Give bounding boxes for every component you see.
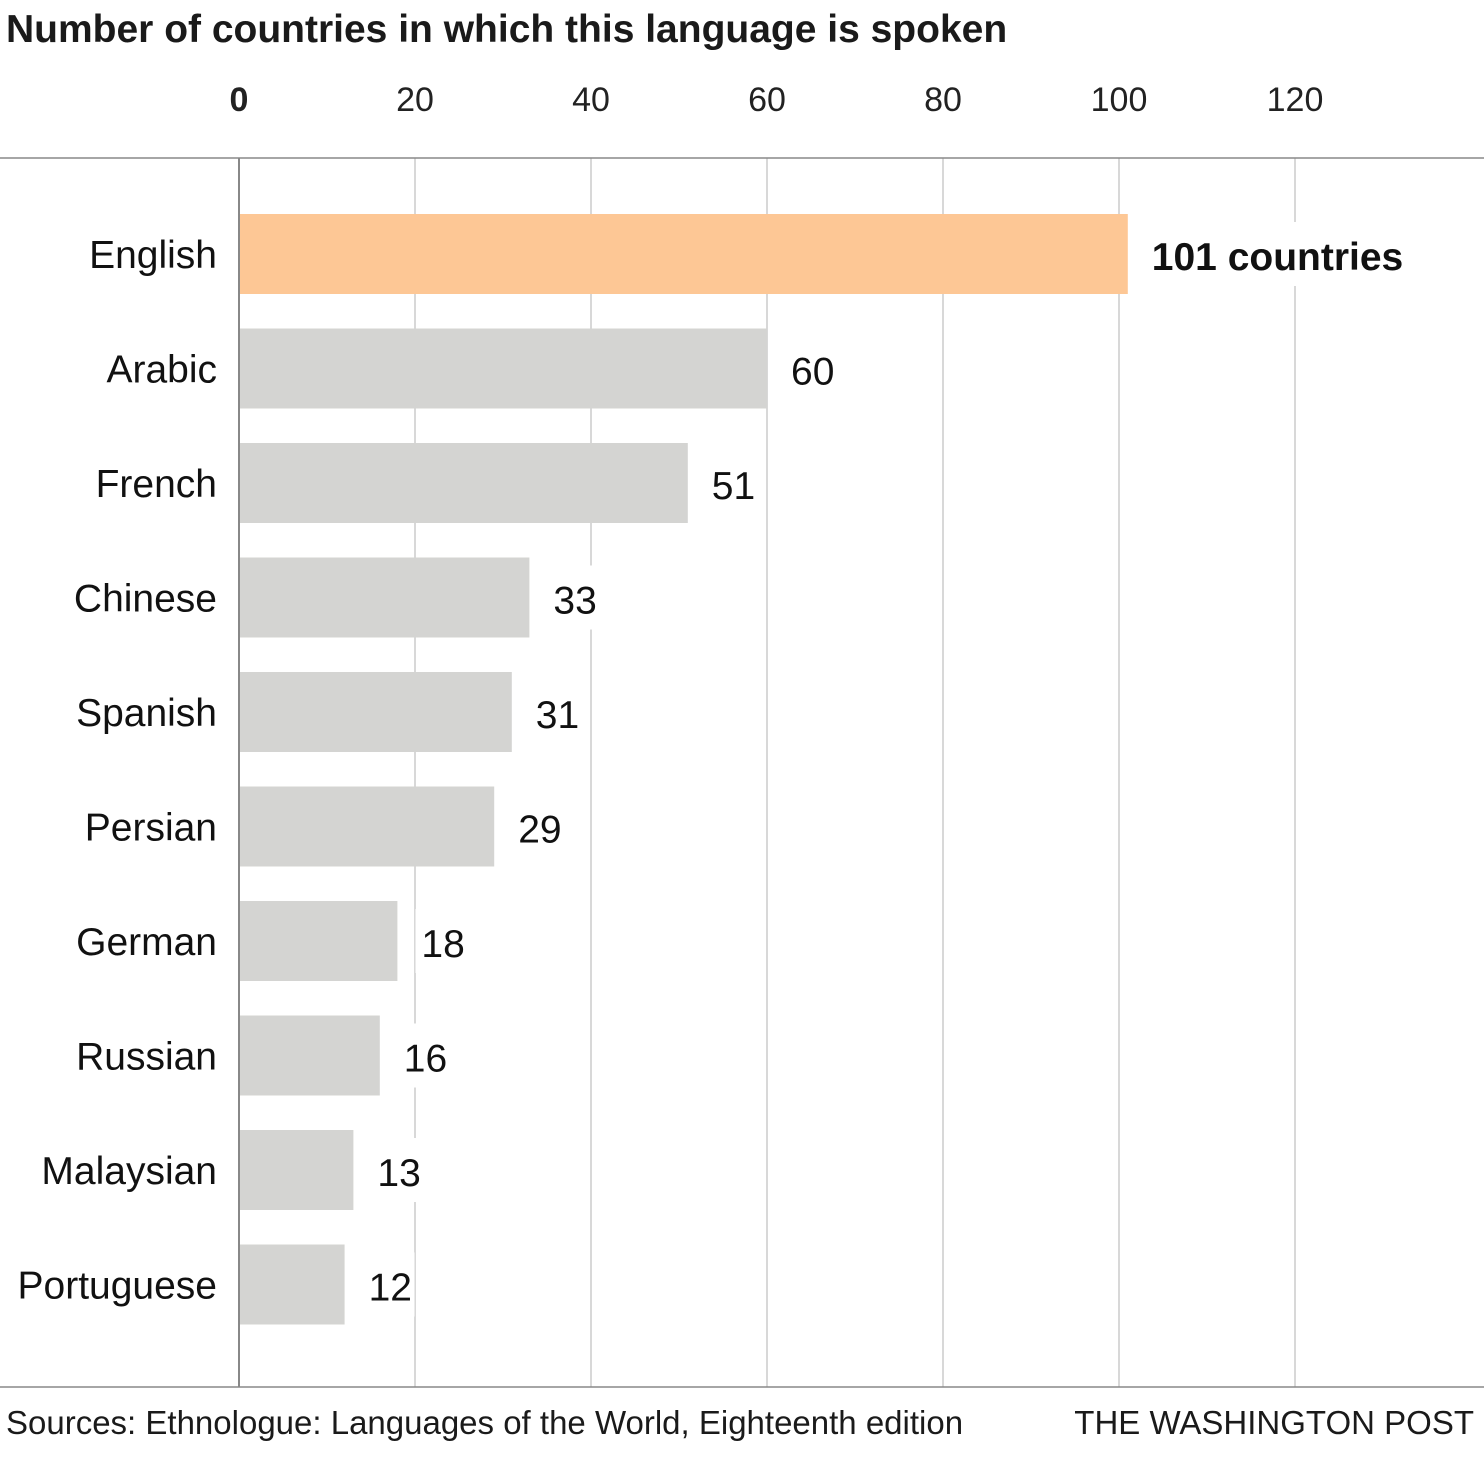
- x-tick-label: 40: [572, 81, 610, 119]
- category-label: Arabic: [106, 349, 217, 392]
- bar-arabic: [239, 328, 767, 409]
- bar-english: [239, 214, 1128, 294]
- footer: Sources: Ethnologue: Languages of the Wo…: [6, 1404, 1474, 1442]
- x-tick-label: 20: [396, 81, 434, 119]
- x-axis-ticks: 0 20 40 60 80 100 120: [230, 81, 1324, 119]
- value-label-backing: [362, 1252, 415, 1317]
- value-label-english: 101 countries: [1152, 236, 1403, 279]
- value-label-backing: [397, 1023, 450, 1088]
- x-tick-label: 60: [748, 81, 786, 119]
- x-tick-label: 120: [1267, 81, 1324, 119]
- category-label: Russian: [76, 1036, 217, 1079]
- category-label: Portuguese: [18, 1265, 217, 1308]
- value-label-backing: [1145, 222, 1466, 286]
- category-label: Persian: [85, 807, 217, 850]
- value-label-backing: [785, 336, 837, 401]
- value-label-backing: [547, 565, 600, 630]
- category-label: German: [76, 921, 217, 964]
- category-label: Spanish: [76, 692, 217, 735]
- value-label-backing: [705, 451, 758, 515]
- category-label: French: [96, 463, 217, 506]
- chart-title: Number of countries in which this langua…: [6, 8, 1008, 51]
- value-label-russian: 16: [404, 1038, 447, 1081]
- publisher-credit: THE WASHINGTON POST: [1074, 1404, 1474, 1441]
- bars: [239, 214, 1128, 1325]
- category-label: English: [89, 234, 217, 277]
- bar-persian: [239, 786, 495, 867]
- category-label: Malaysian: [41, 1150, 217, 1193]
- x-tick-label: 80: [924, 81, 962, 119]
- source-note: Sources: Ethnologue: Languages of the Wo…: [6, 1404, 964, 1441]
- value-label-german: 18: [421, 923, 464, 966]
- axes: [0, 157, 1484, 1388]
- value-label-backing: [529, 680, 582, 744]
- value-label-chinese: 33: [553, 580, 596, 623]
- value-label-persian: 29: [518, 809, 561, 852]
- x-tick-label: 100: [1091, 81, 1148, 119]
- value-label-backing: [512, 794, 565, 859]
- value-label-malaysian: 13: [377, 1152, 420, 1195]
- category-label: Chinese: [74, 578, 217, 621]
- value-label-french: 51: [712, 465, 755, 508]
- value-label-arabic: 60: [791, 351, 834, 394]
- bar-spanish: [239, 672, 512, 752]
- bar-french: [239, 443, 688, 523]
- bar-chinese: [239, 557, 530, 638]
- value-label-backing: [415, 909, 468, 973]
- bar-german: [239, 901, 398, 981]
- labels: English 101 countries Arabic 60 French 51 Chin…: [18, 222, 1466, 1317]
- value-label-backing: [371, 1138, 424, 1202]
- bar-portuguese: [239, 1244, 345, 1325]
- x-tick-label: 0: [230, 81, 249, 119]
- bar-russian: [239, 1015, 380, 1096]
- value-label-portuguese: 12: [369, 1267, 412, 1310]
- bar-malaysian: [239, 1130, 354, 1210]
- value-label-spanish: 31: [536, 694, 579, 737]
